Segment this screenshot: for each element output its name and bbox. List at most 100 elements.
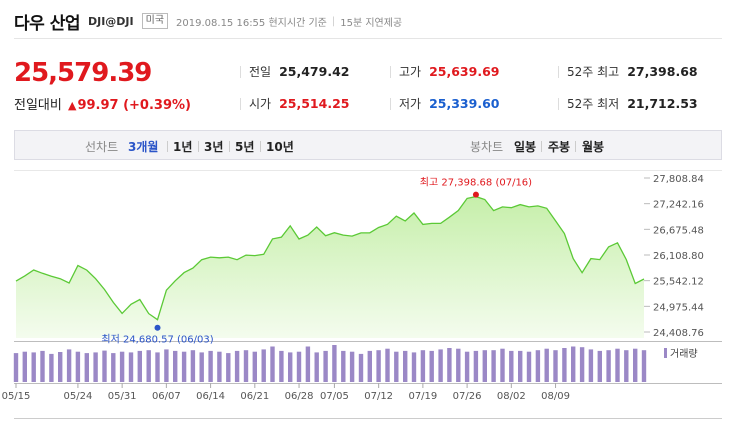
volume-bar xyxy=(75,351,81,382)
volume-bar xyxy=(633,348,638,382)
volume-bar xyxy=(66,349,72,382)
volume-bar xyxy=(456,348,461,382)
volume-bar xyxy=(190,350,196,382)
volume-bar xyxy=(261,349,266,382)
stat-high-label: 고가 xyxy=(399,65,422,79)
stat-open: 시가 25,514.25 xyxy=(240,95,349,112)
high-marker xyxy=(472,191,479,198)
volume-bar xyxy=(349,351,355,382)
toolbar-divider xyxy=(575,141,576,152)
volume-bar xyxy=(500,348,505,382)
current-price: 25,579.39 xyxy=(14,58,152,88)
timestamp: 2019.08.15 16:55 현지시간 기준 xyxy=(176,17,327,29)
volume-bar xyxy=(323,350,328,382)
x-tick-label: 06/28 xyxy=(285,391,314,402)
period-tab-3y[interactable]: 3년 xyxy=(204,140,224,154)
volume-bar xyxy=(464,351,470,382)
y-axis: 27,808.84 27,242.16 26,675.48 26,108.80 25,5… xyxy=(644,174,704,339)
period-tab-1y[interactable]: 1년 xyxy=(173,140,193,154)
x-tick-label: 06/07 xyxy=(152,391,181,402)
candle-chart-label: 봉차트 xyxy=(470,140,504,154)
stat-low-label: 저가 xyxy=(399,97,422,111)
volume-bar xyxy=(482,350,487,382)
volume-bar xyxy=(641,350,647,382)
volume-bar xyxy=(199,352,204,382)
stat-52w-high: 52주 최고 27,398.68 xyxy=(558,63,698,80)
low-label: 최저 24,680.57 (06/03) xyxy=(101,334,213,346)
volume-bar xyxy=(226,353,231,382)
candle-tab-monthly[interactable]: 월봉 xyxy=(582,140,605,154)
volume-bar xyxy=(314,352,319,382)
x-tick-label: 05/24 xyxy=(64,391,93,402)
volume-bar xyxy=(341,350,346,382)
index-code: DJI@DJI xyxy=(87,14,134,28)
header-divider: | xyxy=(331,15,336,27)
volume-bar xyxy=(31,352,36,382)
volume-bar xyxy=(146,350,151,382)
stat-prev: 전일 25,479.42 xyxy=(240,63,349,80)
volume-bar xyxy=(84,353,89,382)
volume-bar xyxy=(403,350,408,382)
volume-bar xyxy=(137,350,142,382)
volume-bar xyxy=(49,353,54,382)
volume-bar xyxy=(571,346,576,382)
price-area xyxy=(15,195,645,338)
volume-bar xyxy=(438,349,443,382)
stat-52w-low-value: 21,712.53 xyxy=(627,96,698,111)
volume-bar xyxy=(367,350,372,382)
line-chart-label: 선차트 xyxy=(85,140,119,154)
volume-bar xyxy=(279,350,284,382)
volume-bar xyxy=(22,351,27,382)
toolbar-divider xyxy=(260,141,261,152)
candle-tab-daily[interactable]: 일봉 xyxy=(514,140,537,154)
toolbar-divider xyxy=(541,141,542,152)
candle-tab-weekly[interactable]: 주봉 xyxy=(548,140,571,154)
low-marker xyxy=(154,324,161,331)
period-tab-3m[interactable]: 3개월 xyxy=(128,140,159,154)
volume-bar xyxy=(473,350,479,382)
chart-bottom-border xyxy=(14,418,722,419)
volume-bar xyxy=(58,352,63,382)
volume-bar xyxy=(164,349,169,382)
volume-bar xyxy=(588,349,594,382)
x-axis: 05/15 05/24 05/31 06/07 06/14 06/21 06/28 07/05… xyxy=(2,383,570,402)
x-tick-label: 08/09 xyxy=(541,391,570,402)
period-tab-10y[interactable]: 10년 xyxy=(266,140,294,154)
chart-top-border xyxy=(14,170,722,171)
stat-52w-high-value: 27,398.68 xyxy=(627,64,698,79)
volume-bar xyxy=(579,347,585,382)
volume-bar xyxy=(429,350,434,382)
volume-bar xyxy=(526,351,532,382)
index-name: 다우 산업 xyxy=(14,13,80,34)
volume-bar xyxy=(181,351,187,382)
y-tick-label: 24,408.76 xyxy=(653,328,704,339)
price-area-fill xyxy=(16,196,644,338)
x-tick-label: 07/19 xyxy=(408,391,437,402)
change-row: 전일대비 ▲99.97 (+0.39%) xyxy=(14,94,191,113)
toolbar-divider xyxy=(198,141,199,152)
volume-bar xyxy=(234,350,240,382)
y-tick-label: 26,108.80 xyxy=(653,251,704,262)
chart-toolbar: 선차트 3개월 1년 3년 5년 10년 봉차트 일봉 주봉 월봉 xyxy=(14,130,722,160)
period-tab-5y[interactable]: 5년 xyxy=(235,140,255,154)
volume-bar xyxy=(535,350,541,382)
toolbar-divider xyxy=(229,141,230,152)
volume-bar xyxy=(544,348,549,382)
y-tick-label: 27,242.16 xyxy=(653,200,704,211)
volume-bar xyxy=(128,352,134,382)
volume-bar xyxy=(447,348,452,382)
header: 다우 산업 DJI@DJI 미국 2019.08.15 16:55 현지시간 기… xyxy=(14,10,403,34)
header-divider-line xyxy=(14,38,722,39)
volume-bar xyxy=(562,348,567,382)
toolbar-divider xyxy=(167,141,168,152)
delay-note: 15분 지연제공 xyxy=(340,17,403,29)
up-triangle-icon: ▲ xyxy=(67,99,77,112)
volume-bar xyxy=(385,348,390,382)
stat-prev-label: 전일 xyxy=(249,65,272,79)
price-volume-divider xyxy=(14,341,722,342)
change-value: 99.97 (+0.39%) xyxy=(77,98,191,113)
volume-bar xyxy=(606,350,611,382)
x-tick-label: 05/31 xyxy=(108,391,137,402)
y-tick-label: 27,808.84 xyxy=(653,174,704,185)
